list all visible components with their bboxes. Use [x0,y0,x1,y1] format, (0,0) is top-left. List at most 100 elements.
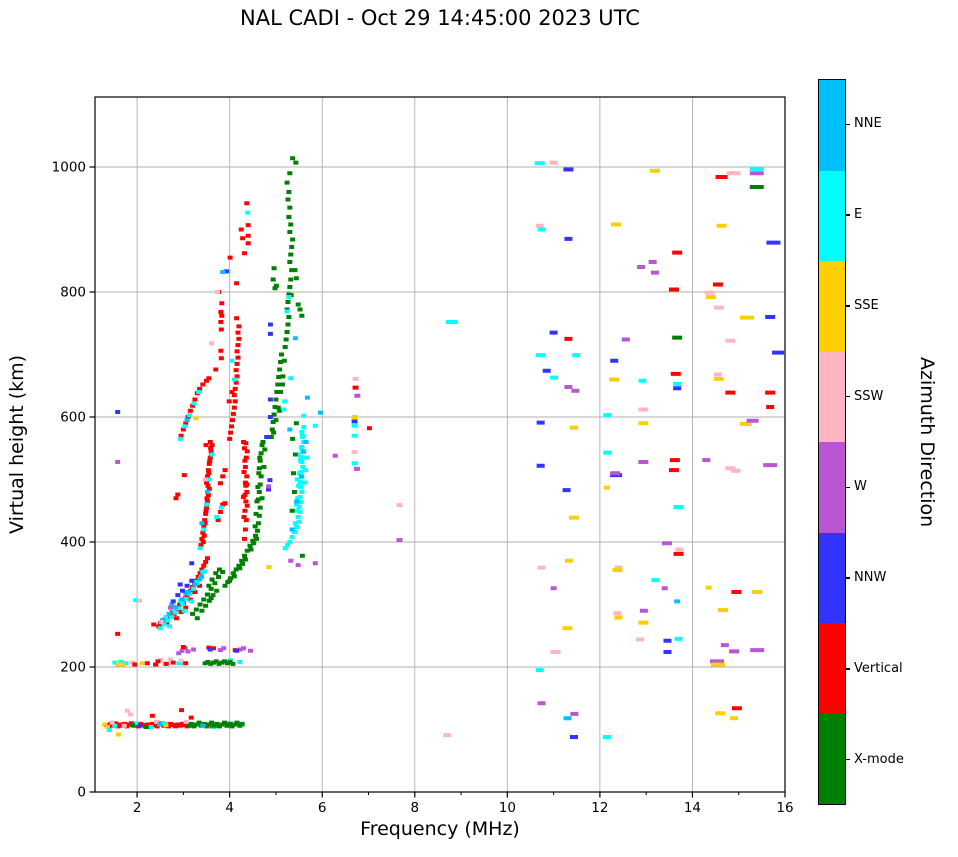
data-point [203,443,209,448]
data-point [206,471,212,476]
data-point [243,518,249,523]
data-point [266,484,272,489]
colorbar-tick-label: NNW [854,570,887,586]
data-point [716,223,727,228]
data-point [203,511,209,516]
data-point [222,468,228,473]
data-point [204,724,210,729]
data-point [266,565,272,569]
data-point [128,712,134,717]
data-point [750,648,765,653]
colorbar-block-w [819,442,845,533]
data-point [212,581,218,586]
data-point [351,433,358,438]
x-axis-label: Frequency (MHz) [360,818,520,840]
data-point [207,455,213,460]
data-point [185,649,191,654]
data-point [205,468,211,473]
data-point [204,502,210,507]
data-point [224,723,230,728]
data-point [257,455,263,460]
data-point [204,490,210,494]
x-tick-label: 10 [499,800,516,816]
data-point [247,543,253,548]
data-point [242,465,248,469]
data-point [613,611,622,616]
data-point [705,295,716,299]
data-point [535,668,544,673]
data-point [242,527,248,532]
data-point [201,524,207,529]
data-point [609,377,620,382]
data-point [179,601,185,606]
data-point [235,343,241,348]
data-point [166,615,172,619]
data-point [257,505,263,510]
data-point [229,724,235,729]
data-point [179,648,185,653]
data-point [217,481,223,486]
data-point [133,598,139,603]
data-point [673,386,682,391]
data-point [272,405,278,409]
data-point [190,403,196,408]
data-point [248,547,254,552]
data-point [268,435,274,439]
data-point [534,161,545,166]
data-point [270,277,276,282]
data-point [638,460,649,464]
data-point [293,276,299,281]
data-point [292,336,298,341]
data-point [663,638,672,643]
data-point [292,268,298,273]
data-point [239,721,245,726]
data-point [203,603,209,608]
data-point [603,450,612,455]
data-point [199,521,205,526]
data-point [230,661,236,666]
data-point [739,421,752,426]
data-point [197,386,203,391]
data-point [293,421,299,426]
data-point [160,721,166,726]
y-tick-label: 600 [60,410,86,426]
data-point [278,352,284,357]
y-tick-label: 1000 [52,160,86,176]
data-point [749,185,764,189]
data-point [702,458,711,463]
data-point [295,452,301,457]
data-point [749,171,764,176]
data-point [194,616,200,621]
data-point [287,260,293,264]
data-point [179,597,185,602]
data-point [312,423,318,428]
data-point [197,602,203,607]
data-point [207,458,213,463]
data-point [121,723,127,728]
data-point [273,283,279,288]
colorbar-tick-label: W [854,479,867,495]
data-point [120,662,126,667]
data-point [251,541,257,546]
data-point [351,419,358,424]
data-point [351,450,358,454]
data-point [192,397,198,402]
data-point [192,580,198,584]
data-point [283,337,289,342]
data-point [167,605,173,610]
data-point [300,465,306,469]
data-point [638,378,647,383]
data-point [245,241,251,246]
data-point [273,418,279,423]
data-point [279,382,285,387]
data-point [189,599,195,604]
data-point [223,269,229,274]
data-point [254,528,260,533]
data-point [173,607,179,612]
data-point [253,511,259,516]
data-point [133,721,139,726]
data-point [237,660,243,664]
data-point [278,360,284,364]
data-point [295,563,301,568]
y-tick-label: 800 [60,285,86,301]
